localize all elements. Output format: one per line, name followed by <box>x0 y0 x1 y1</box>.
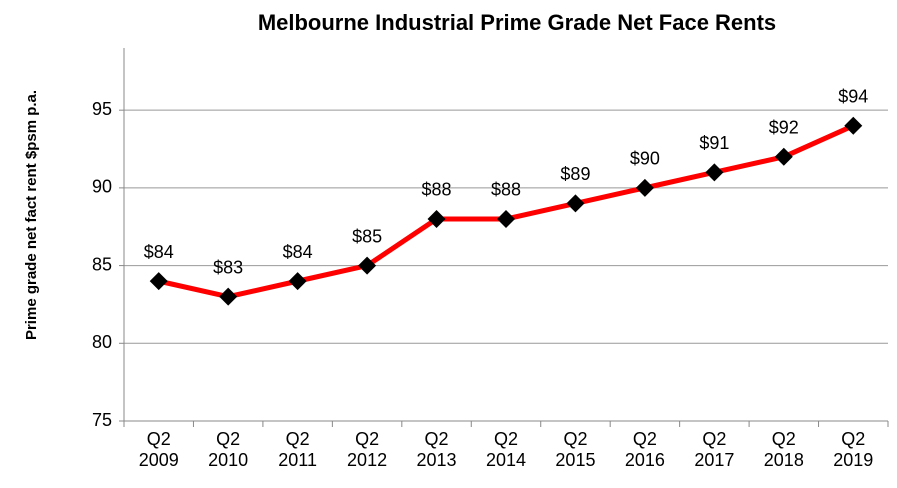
x-tick-label: Q2 2015 <box>555 429 596 470</box>
x-tick-label: Q2 2012 <box>347 429 388 470</box>
marker <box>149 272 168 291</box>
y-axis-label: Prime grade net fact rent $psm p.a. <box>23 90 40 340</box>
marker <box>358 256 377 275</box>
x-tick-label: Q2 2010 <box>208 429 249 470</box>
marker <box>288 272 307 291</box>
marker <box>219 287 238 306</box>
data-label: $92 <box>769 118 799 138</box>
data-label: $94 <box>838 86 868 106</box>
data-label: $83 <box>213 257 243 277</box>
chart-title: Melbourne Industrial Prime Grade Net Fac… <box>258 10 776 35</box>
data-label: $84 <box>283 242 313 262</box>
marker <box>635 178 654 197</box>
marker <box>774 147 793 166</box>
marker <box>705 163 724 182</box>
data-label: $84 <box>144 242 174 262</box>
x-tick-label: Q2 2009 <box>138 429 179 470</box>
x-tick-label: Q2 2013 <box>416 429 457 470</box>
data-label: $90 <box>630 149 660 169</box>
marker <box>566 194 585 213</box>
x-tick-label: Q2 2011 <box>278 429 317 470</box>
data-label: $88 <box>491 180 521 200</box>
x-tick-label: Q2 2019 <box>833 429 874 470</box>
marker <box>497 209 515 228</box>
y-tick-label: 95 <box>92 99 112 119</box>
y-tick-label: 90 <box>92 177 112 197</box>
marker <box>844 116 863 135</box>
y-tick-label: 80 <box>92 332 112 352</box>
data-label: $89 <box>560 164 590 184</box>
y-tick-label: 75 <box>92 410 112 430</box>
x-tick-label: Q2 2014 <box>485 429 527 470</box>
y-tick-label: 85 <box>92 254 112 274</box>
x-tick-label: Q2 2016 <box>624 429 665 470</box>
data-label: $88 <box>422 180 452 200</box>
data-label: $85 <box>352 226 382 246</box>
x-tick-label: Q2 2017 <box>694 429 735 470</box>
data-label: $91 <box>699 133 729 153</box>
marker <box>427 209 446 228</box>
x-tick-label: Q2 2018 <box>763 429 804 470</box>
